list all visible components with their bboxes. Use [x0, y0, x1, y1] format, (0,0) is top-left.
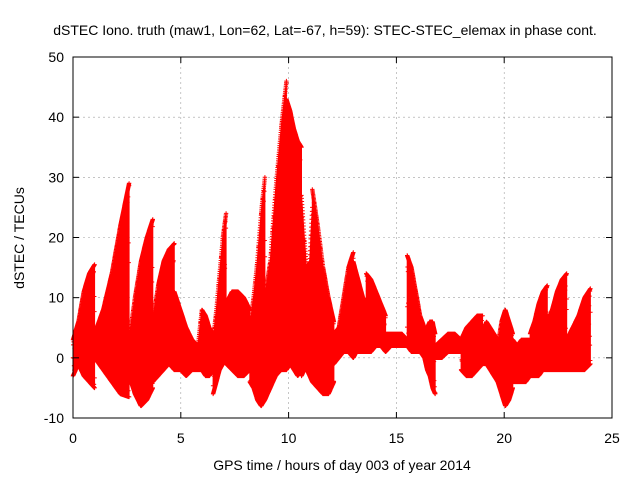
- y-tick-label: 20: [48, 230, 64, 246]
- x-tick-label: 5: [177, 430, 185, 446]
- y-tick-label: 30: [48, 169, 64, 185]
- y-tick-label: 0: [56, 350, 64, 366]
- x-tick-label: 0: [69, 430, 77, 446]
- chart-title: dSTEC Iono. truth (maw1, Lon=62, Lat=-67…: [53, 22, 597, 38]
- y-tick-label: -10: [44, 410, 64, 426]
- x-tick-label: 20: [496, 430, 512, 446]
- y-axis-ticks: -10 0 10 20 30 40 50: [44, 49, 612, 426]
- x-tick-label: 15: [389, 430, 405, 446]
- y-axis-label: dSTEC / TECUs: [11, 187, 27, 289]
- series-markers: [70, 78, 593, 409]
- data-points: [70, 78, 593, 409]
- x-axis-label: GPS time / hours of day 003 of year 2014: [213, 457, 471, 473]
- x-tick-label: 10: [281, 430, 297, 446]
- y-tick-label: 50: [48, 49, 64, 65]
- x-tick-label: 25: [604, 430, 620, 446]
- y-tick-label: 10: [48, 290, 64, 306]
- y-tick-label: 40: [48, 109, 64, 125]
- x-axis-ticks: 0 5 10 15 20 25: [69, 57, 620, 446]
